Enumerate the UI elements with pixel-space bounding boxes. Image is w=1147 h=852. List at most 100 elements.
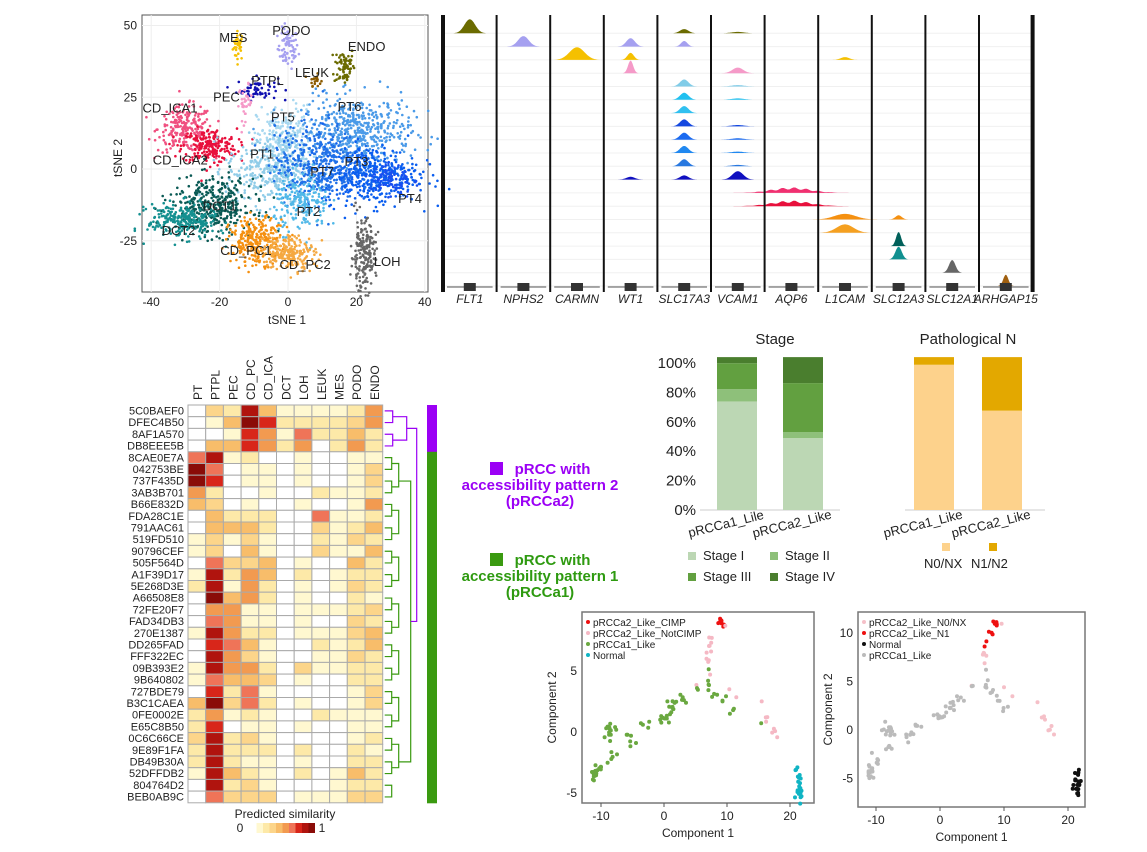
dendrogram-branch: [384, 761, 393, 775]
tsne-point: [436, 137, 439, 140]
tsne-point: [271, 258, 275, 262]
heatmap-cell: [311, 720, 331, 734]
tsne-point: [147, 137, 151, 141]
tsne-point: [208, 178, 211, 182]
tsne-point: [275, 236, 279, 240]
tsne-point: [268, 207, 272, 211]
tsne-point: [240, 154, 244, 158]
tsne-point: [257, 197, 261, 201]
tsne-point: [259, 239, 262, 243]
tsne-point: [227, 234, 231, 238]
tsne-point: [257, 236, 260, 240]
tsne-point: [174, 125, 178, 129]
track-peak: [671, 106, 698, 114]
heatmap-cell: [240, 767, 260, 780]
tsne-point: [312, 184, 315, 187]
tsne-point: [355, 113, 359, 117]
heatmap-cell: [329, 767, 348, 780]
tsne-point: [283, 171, 287, 174]
tsne-point: [291, 184, 295, 187]
tsne-point: [196, 151, 200, 155]
tsne-point: [378, 139, 382, 142]
tsne-point: [203, 150, 206, 153]
tsne-point: [345, 64, 349, 67]
tsne-point: [255, 208, 259, 212]
tsne-point: [321, 90, 325, 93]
tsne-point: [293, 186, 297, 190]
tsne-point: [380, 199, 384, 203]
tsne-point: [254, 176, 258, 180]
tsne-point: [354, 150, 358, 153]
tsne-point: [335, 193, 339, 196]
tsne-point: [254, 113, 258, 117]
tsne-point: [271, 265, 275, 268]
tsne-point: [307, 150, 310, 154]
tsne-point: [357, 182, 361, 185]
tsne-point: [212, 137, 216, 141]
trajectory-point: [759, 699, 764, 704]
tsne-point: [358, 279, 362, 283]
tsne-point: [219, 160, 223, 164]
tsne-point: [172, 218, 175, 221]
tsne-point: [327, 114, 330, 117]
tsne-point: [190, 122, 193, 125]
tsne-point: [243, 191, 246, 195]
tsne-point: [272, 179, 276, 183]
tsne-point: [266, 112, 269, 116]
tsne-point: [251, 165, 254, 169]
dendrogram-branch: [384, 620, 393, 634]
heatmap-cell: [329, 416, 348, 429]
tsne-point: [186, 126, 189, 129]
heatmap-cell: [346, 439, 366, 453]
tsne-point: [185, 143, 189, 147]
tsne-point: [385, 192, 388, 195]
tsne-point: [298, 143, 302, 147]
tsne-point: [313, 123, 317, 126]
tsne-point: [291, 34, 294, 37]
tsne-point: [268, 129, 272, 132]
tsne-point: [379, 167, 383, 170]
tsne-point: [379, 180, 383, 183]
tsne-point: [386, 113, 390, 117]
track-peak: [671, 29, 698, 34]
tsne-point: [248, 103, 252, 107]
heatmap-column-label: DCT: [279, 375, 293, 400]
tsne-point: [191, 158, 195, 162]
tsne-point: [210, 130, 214, 134]
tsne-point: [332, 198, 336, 202]
heatmap-cell: [311, 486, 331, 500]
colorbar-swatch: [282, 823, 289, 833]
tsne-point: [298, 128, 302, 132]
track-peak: [890, 232, 907, 247]
tsne-point: [179, 192, 182, 196]
tsne-point: [229, 216, 233, 219]
tsne-point: [373, 158, 377, 162]
heatmap-cell: [258, 544, 277, 558]
tsne-point: [256, 132, 260, 135]
tsne-point: [207, 135, 211, 139]
tsne-point: [322, 209, 325, 213]
tsne-point: [273, 205, 276, 209]
tsne-point: [367, 121, 370, 125]
heatmap-row-label: DB49B30A: [130, 757, 185, 769]
tsne-point: [150, 202, 154, 206]
heatmap-row-label: A66508E8: [133, 593, 184, 605]
tsne-point: [275, 177, 279, 181]
tsne-point: [376, 230, 380, 234]
tsne-point: [277, 82, 280, 86]
gene-model-exon: [839, 283, 851, 291]
tsne-point: [377, 185, 381, 188]
tsne-point: [369, 183, 373, 187]
tsne-point: [361, 246, 365, 250]
tsne-point: [268, 235, 271, 239]
tsne-point: [174, 139, 178, 143]
tsne-point: [347, 142, 351, 145]
tsne-point: [356, 235, 359, 239]
tsne-point: [290, 173, 294, 177]
tsne-point: [293, 55, 297, 59]
tsne-point: [320, 179, 324, 182]
tsne-point: [317, 192, 321, 196]
tsne-point: [352, 124, 355, 127]
tsne-point: [302, 248, 305, 251]
tsne-point: [269, 228, 273, 232]
